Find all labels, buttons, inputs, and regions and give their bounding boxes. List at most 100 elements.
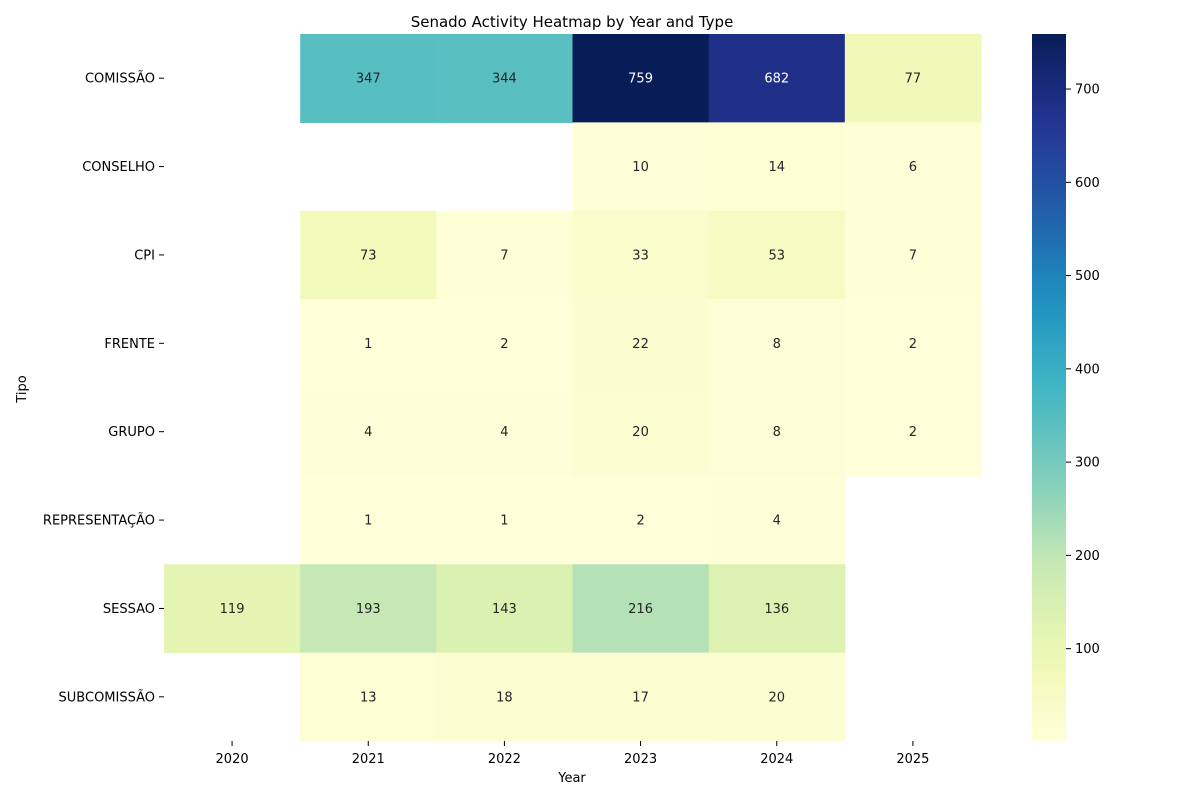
heatmap-cell [572,475,710,565]
colorbar: 100 200 300 400 500 600 700 [1032,34,1100,741]
cell-value-label: 1 [364,337,372,352]
cell-value-label: 20 [768,690,785,705]
cell-value-label: 344 [492,72,517,87]
heatmap-cell [844,34,982,123]
cell-value-label: 22 [632,337,649,352]
cell-value-label: 193 [356,602,381,617]
cell-value-label: 119 [220,602,245,617]
x-tick-label: 2025 [896,752,929,767]
heatmap-cell [300,210,437,300]
x-tick-label: 2022 [488,752,521,767]
colorbar-tick-label: 700 [1075,83,1100,98]
heatmap-cell [300,652,437,742]
y-tick-label: SESSAO [103,602,155,617]
cell-value-label: 7 [500,248,508,263]
y-tick-label: FRENTE [104,337,155,352]
cell-value-label: 20 [632,425,649,440]
heatmap-cell [844,299,982,389]
x-axis: 2020 2021 2022 2023 2024 2025 [216,741,929,767]
heatmap-cell [844,387,982,477]
cell-value-label: 14 [768,160,785,175]
heatmap-cell [844,122,982,212]
colorbar-tick-label: 400 [1075,362,1100,377]
cell-value-label: 8 [773,337,781,352]
heatmap-cell [436,299,574,389]
y-tick-label: CONSELHO [82,160,155,175]
heatmap-cell [300,34,437,123]
heatmap-cell [572,122,710,212]
cell-value-label: 77 [905,72,922,87]
cell-value-label: 2 [909,425,917,440]
heatmap-cell [300,475,437,565]
cell-value-label: 682 [764,72,789,87]
x-tick-label: 2021 [352,752,385,767]
cell-value-label: 7 [909,248,917,263]
cell-value-label: 4 [364,425,372,440]
heatmap-cell [708,652,846,742]
colorbar-gradient [1032,34,1066,741]
heatmap-cell [708,564,846,654]
cell-value-label: 347 [356,72,381,87]
colorbar-tick-label: 500 [1075,269,1100,284]
colorbar-tick-label: 100 [1075,642,1100,657]
cell-value-label: 2 [500,337,508,352]
y-tick-label: SUBCOMISSÃO [59,689,155,705]
cell-value-label: 10 [632,160,649,175]
heatmap-cell [572,34,710,123]
heatmap-cell [436,387,574,477]
cell-value-label: 13 [360,690,377,705]
cell-value-label: 1 [500,514,508,529]
cell-value-label: 2 [909,337,917,352]
heatmap-cell [436,210,574,300]
heatmap-cell [572,564,710,654]
cell-value-label: 17 [632,690,649,705]
y-tick-label: GRUPO [108,425,155,440]
cell-value-label: 216 [628,602,653,617]
heatmap-cell [436,564,574,654]
x-tick-label: 2024 [760,752,793,767]
cell-value-label: 1 [364,514,372,529]
cell-value-label: 6 [909,160,917,175]
heatmap-cell [708,475,846,565]
heatmap-cell [436,652,574,742]
cell-value-label: 143 [492,602,517,617]
heatmap-cell [300,387,437,477]
cell-value-label: 2 [636,514,644,529]
y-axis: COMISSÃO CONSELHO CPI FRENTE GRUPO REPRESENTA… [43,71,164,705]
cell-value-label: 4 [500,425,508,440]
heatmap-cell [572,652,710,742]
cell-value-label: 33 [632,248,649,263]
heatmap-cell [572,387,710,477]
cell-value-label: 759 [628,72,653,87]
y-tick-label: CPI [134,248,155,263]
x-tick-label: 2020 [216,752,249,767]
heatmap-cell [300,564,437,654]
heatmap-cell [572,210,710,300]
heatmap-cell [436,475,574,565]
heatmap-cell [708,387,846,477]
heatmap-cell [708,122,846,212]
cell-value-label: 4 [773,514,781,529]
heatmap-cell [844,210,982,300]
heatmap-cell [572,299,710,389]
chart-title: Senado Activity Heatmap by Year and Type [411,13,734,31]
heatmap-cell [164,564,301,654]
y-axis-label: Tipo [15,375,30,403]
x-tick-label: 2023 [624,752,657,767]
cell-value-label: 53 [768,248,785,263]
cell-value-label: 73 [360,248,377,263]
y-tick-label: COMISSÃO [85,71,155,87]
colorbar-tick-label: 300 [1075,456,1100,471]
y-tick-label: REPRESENTAÇÃO [43,513,155,529]
heatmap-cell [708,34,846,123]
colorbar-tick-label: 600 [1075,176,1100,191]
heatmap-cell [436,34,574,123]
x-axis-label: Year [557,771,586,786]
heatmap-cells [164,34,982,742]
heatmap-cell [708,210,846,300]
cell-value-label: 136 [764,602,789,617]
colorbar-tick-label: 200 [1075,549,1100,564]
